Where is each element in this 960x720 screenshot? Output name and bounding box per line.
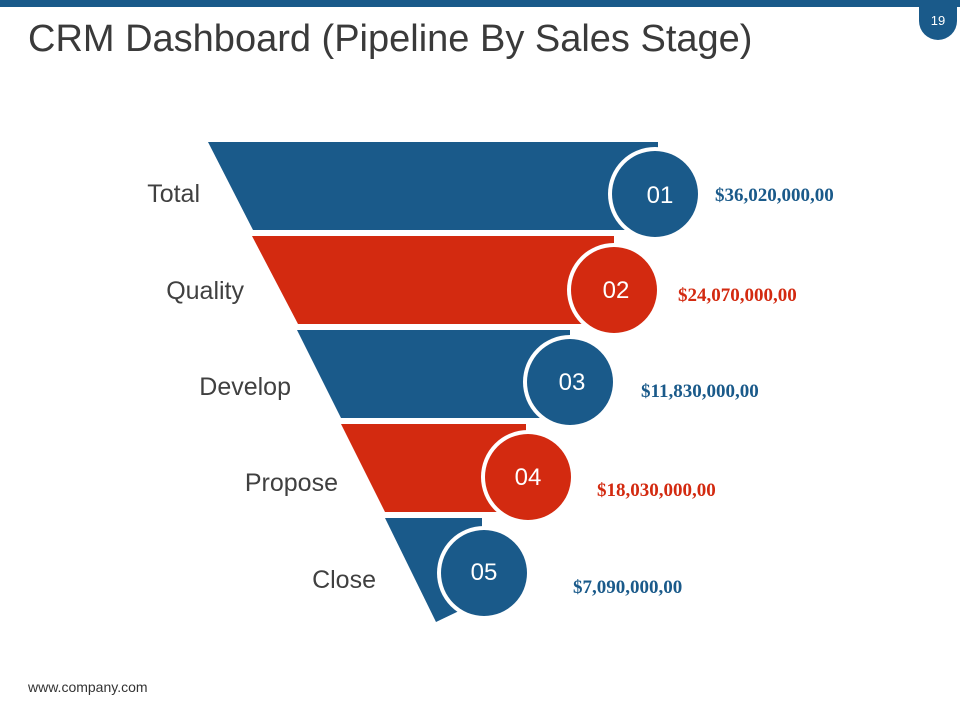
- stage-number-01: 01: [647, 182, 674, 209]
- stage-number-02: 02: [603, 277, 630, 304]
- page-number-badge: 19: [919, 0, 957, 40]
- funnel-band-total: [208, 142, 658, 230]
- funnel-band-propose: [341, 424, 526, 512]
- stage-value-total: $36,020,000,00: [715, 185, 834, 206]
- stage-badge-01: 01: [608, 147, 702, 241]
- funnel-band-quality: [252, 236, 614, 324]
- stage-label-close: Close: [312, 566, 376, 594]
- stage-number-04: 04: [515, 464, 542, 491]
- funnel-band-develop: [297, 330, 570, 418]
- stage-badge-03: 03: [523, 335, 617, 429]
- stage-value-quality: $24,070,000,00: [678, 285, 797, 306]
- stage-value-develop: $11,830,000,00: [641, 381, 759, 402]
- stage-badge-04: 04: [481, 430, 575, 524]
- footer-url: www.company.com: [28, 679, 148, 695]
- stage-value-propose: $18,030,000,00: [597, 480, 716, 501]
- stage-number-03: 03: [559, 369, 586, 396]
- page-title: CRM Dashboard (Pipeline By Sales Stage): [28, 18, 753, 60]
- stage-badge-02: 02: [567, 243, 661, 337]
- stage-number-05: 05: [471, 559, 498, 586]
- stage-label-total: Total: [147, 180, 200, 208]
- stage-badge-05: 05: [437, 526, 531, 620]
- stage-label-develop: Develop: [199, 373, 291, 401]
- stage-value-close: $7,090,000,00: [573, 577, 683, 598]
- stage-label-propose: Propose: [244, 469, 338, 497]
- stage-label-quality: Quality: [166, 277, 244, 305]
- top-accent-bar: [0, 0, 960, 7]
